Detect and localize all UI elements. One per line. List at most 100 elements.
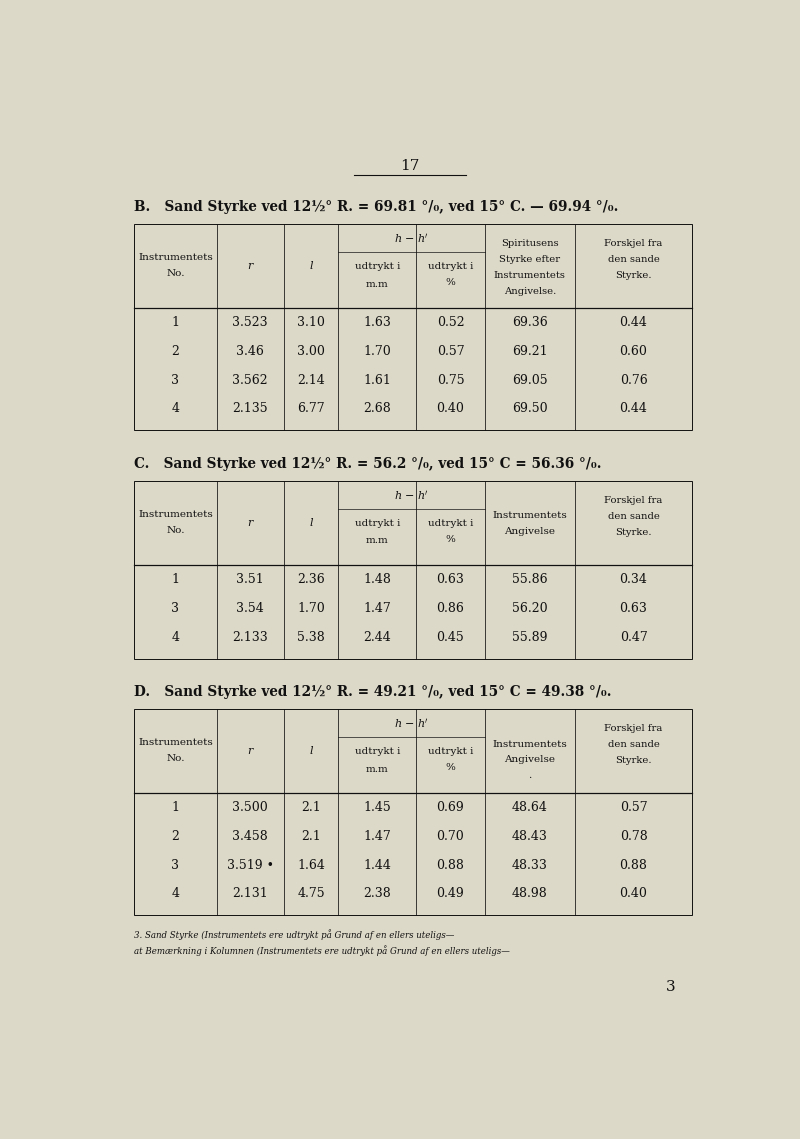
- Text: 3: 3: [666, 981, 675, 994]
- Text: l: l: [310, 261, 313, 271]
- Text: 2.133: 2.133: [232, 631, 268, 644]
- Text: 2.36: 2.36: [297, 573, 325, 585]
- Text: den sande: den sande: [607, 740, 659, 749]
- Bar: [134, 482, 692, 658]
- Bar: [134, 710, 692, 916]
- Text: 0.88: 0.88: [619, 859, 647, 871]
- Text: 1.47: 1.47: [363, 829, 391, 843]
- Text: udtrykt i: udtrykt i: [354, 262, 400, 271]
- Text: 0.45: 0.45: [437, 631, 464, 644]
- Text: l: l: [310, 746, 313, 756]
- Text: r: r: [247, 518, 253, 528]
- Text: 1.45: 1.45: [363, 801, 391, 813]
- Text: Forskjel fra: Forskjel fra: [604, 239, 662, 248]
- Text: 0.78: 0.78: [620, 829, 647, 843]
- Text: udtrykt i: udtrykt i: [428, 262, 473, 271]
- Text: Instrumentets: Instrumentets: [494, 271, 566, 280]
- Text: 0.63: 0.63: [437, 573, 465, 585]
- Text: m.m: m.m: [366, 536, 389, 546]
- Text: 0.49: 0.49: [437, 887, 464, 901]
- Text: 0.34: 0.34: [619, 573, 647, 585]
- Text: 3.562: 3.562: [232, 374, 268, 386]
- Text: 3.519 •: 3.519 •: [226, 859, 274, 871]
- Text: 0.44: 0.44: [619, 316, 647, 329]
- Text: Angivelse: Angivelse: [504, 527, 555, 536]
- Text: udtrykt i: udtrykt i: [428, 519, 473, 528]
- Text: 55.86: 55.86: [512, 573, 547, 585]
- Text: No.: No.: [166, 525, 185, 534]
- Text: 48.64: 48.64: [512, 801, 548, 813]
- Text: Angivelse: Angivelse: [504, 755, 555, 764]
- Text: 69.50: 69.50: [512, 402, 547, 416]
- Text: udtrykt i: udtrykt i: [428, 747, 473, 756]
- Text: 3.523: 3.523: [232, 316, 268, 329]
- Text: 2.1: 2.1: [301, 801, 321, 813]
- Bar: [134, 224, 692, 431]
- Text: No.: No.: [166, 269, 185, 278]
- Text: Instrumentets: Instrumentets: [138, 253, 213, 262]
- Text: 4: 4: [171, 887, 179, 901]
- Text: 1.63: 1.63: [363, 316, 391, 329]
- Text: 3: 3: [171, 859, 179, 871]
- Text: Instrumentets: Instrumentets: [492, 739, 567, 748]
- Text: 3.500: 3.500: [232, 801, 268, 813]
- Text: 3.458: 3.458: [232, 829, 268, 843]
- Text: 3.54: 3.54: [236, 601, 264, 615]
- Text: 4: 4: [171, 631, 179, 644]
- Text: C.   Sand Styrke ved 12½° R. = 56.2 °/₀, ved 15° C = 56.36 °/₀.: C. Sand Styrke ved 12½° R. = 56.2 °/₀, v…: [134, 457, 602, 470]
- Text: 5.38: 5.38: [297, 631, 325, 644]
- Text: %: %: [446, 278, 455, 287]
- Text: Instrumentets: Instrumentets: [138, 510, 213, 518]
- Text: udtrykt i: udtrykt i: [354, 747, 400, 756]
- Text: 3: 3: [171, 601, 179, 615]
- Text: Forskjel fra: Forskjel fra: [604, 497, 662, 506]
- Text: %: %: [446, 763, 455, 772]
- Text: Styrke.: Styrke.: [615, 527, 652, 536]
- Text: den sande: den sande: [607, 255, 659, 264]
- Text: 1: 1: [171, 316, 179, 329]
- Text: 55.89: 55.89: [512, 631, 547, 644]
- Text: 4.75: 4.75: [297, 887, 325, 901]
- Text: 0.52: 0.52: [437, 316, 464, 329]
- Text: 2.38: 2.38: [363, 887, 391, 901]
- Text: 69.36: 69.36: [512, 316, 547, 329]
- Text: 1.64: 1.64: [297, 859, 325, 871]
- Text: 3.51: 3.51: [236, 573, 264, 585]
- Text: 0.76: 0.76: [620, 374, 647, 386]
- Text: 2.68: 2.68: [363, 402, 391, 416]
- Text: 2: 2: [171, 345, 179, 358]
- Text: l: l: [310, 518, 313, 528]
- Text: 3.46: 3.46: [236, 345, 264, 358]
- Text: r: r: [247, 261, 253, 271]
- Text: udtrykt i: udtrykt i: [354, 519, 400, 528]
- Text: Forskjel fra: Forskjel fra: [604, 724, 662, 734]
- Text: 1.48: 1.48: [363, 573, 391, 585]
- Text: Instrumentets: Instrumentets: [138, 738, 213, 747]
- Text: 69.21: 69.21: [512, 345, 547, 358]
- Text: 2.44: 2.44: [363, 631, 391, 644]
- Text: h $-$ h$'$: h $-$ h$'$: [394, 489, 429, 502]
- Text: den sande: den sande: [607, 511, 659, 521]
- Text: 0.75: 0.75: [437, 374, 464, 386]
- Text: 0.40: 0.40: [437, 402, 465, 416]
- Text: 1.61: 1.61: [363, 374, 391, 386]
- Text: 17: 17: [400, 159, 420, 173]
- Text: 0.88: 0.88: [437, 859, 465, 871]
- Text: No.: No.: [166, 754, 185, 762]
- Text: 48.33: 48.33: [512, 859, 548, 871]
- Text: 3: 3: [171, 374, 179, 386]
- Text: Angivelse.: Angivelse.: [503, 287, 556, 295]
- Text: 0.57: 0.57: [620, 801, 647, 813]
- Text: Styrke.: Styrke.: [615, 756, 652, 764]
- Text: Styrke efter: Styrke efter: [499, 255, 560, 264]
- Text: 0.40: 0.40: [619, 887, 647, 901]
- Text: 3. Sand Styrke (Instrumentets ere udtrykt på Grund af en ellers uteligs—: 3. Sand Styrke (Instrumentets ere udtryk…: [134, 929, 454, 940]
- Text: .: .: [528, 771, 531, 780]
- Text: 1.70: 1.70: [297, 601, 325, 615]
- Text: B.   Sand Styrke ved 12½° R. = 69.81 °/₀, ved 15° C. — 69.94 °/₀.: B. Sand Styrke ved 12½° R. = 69.81 °/₀, …: [134, 199, 618, 214]
- Text: 69.05: 69.05: [512, 374, 547, 386]
- Text: 56.20: 56.20: [512, 601, 547, 615]
- Text: 3.00: 3.00: [297, 345, 325, 358]
- Text: Instrumentets: Instrumentets: [492, 511, 567, 521]
- Text: 0.44: 0.44: [619, 402, 647, 416]
